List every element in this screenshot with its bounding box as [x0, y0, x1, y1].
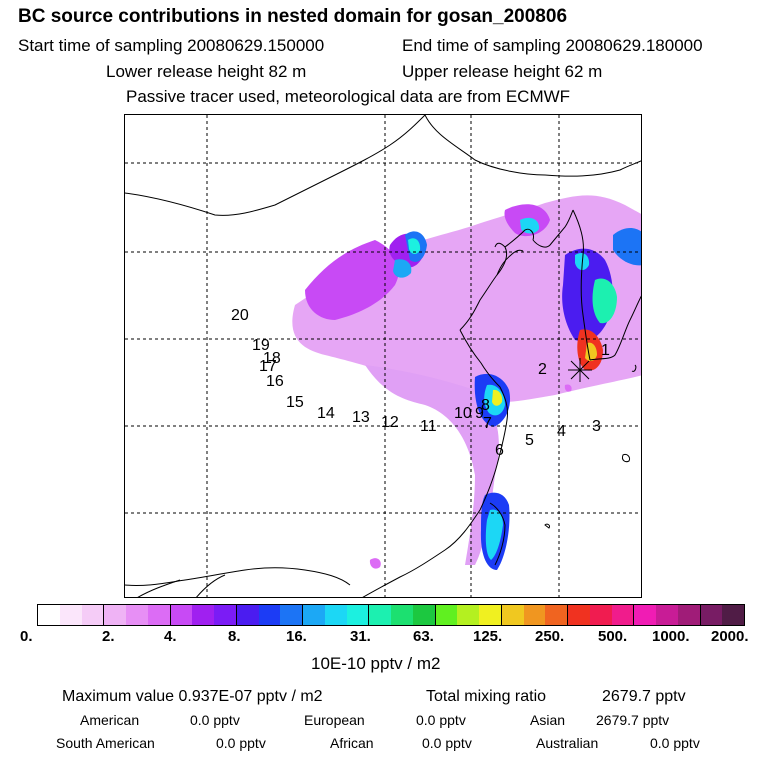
colorbar-tick-3: 8. [228, 628, 241, 645]
european-value: 0.0 pptv [416, 712, 466, 728]
colorbar-swatch [59, 605, 82, 625]
american-value: 0.0 pptv [190, 712, 240, 728]
trajectory-label-5: 5 [525, 432, 534, 449]
colorbar-swatch [126, 605, 148, 625]
colorbar-swatch [457, 605, 479, 625]
upper-release-height: Upper release height 62 m [402, 62, 603, 81]
lower-release-height: Lower release height 82 m [106, 62, 307, 81]
trajectory-label-4: 4 [557, 423, 566, 440]
colorbar-swatch [589, 605, 612, 625]
trajectory-label-6: 6 [495, 442, 504, 459]
colorbar-swatch [677, 605, 701, 625]
african-value: 0.0 pptv [422, 735, 472, 751]
trajectory-label-12: 12 [381, 414, 399, 431]
trajectory-label-3: 3 [592, 418, 601, 435]
concentration-field [292, 195, 641, 570]
colorbar-tick-6: 63. [413, 628, 434, 645]
colorbar-swatch [412, 605, 436, 625]
colorbar-tick-4: 16. [286, 628, 307, 645]
maximum-value: Maximum value 0.937E-07 pptv / m2 [62, 688, 323, 705]
colorbar-swatch [303, 605, 325, 625]
colorbar-swatch [236, 605, 259, 625]
colorbar-swatch [147, 605, 171, 625]
model-note: Passive tracer used, meteorological data… [126, 87, 571, 106]
american-label: American [80, 712, 140, 728]
trajectory-label-14: 14 [317, 405, 335, 422]
colorbar-tick-11: 2000. [711, 628, 749, 645]
trajectory-label-15: 15 [286, 394, 304, 411]
colorbar-swatch [38, 605, 60, 625]
colorbar-swatch [192, 605, 214, 625]
colorbar-swatch [435, 605, 458, 625]
trajectory-label-9: 9 [475, 405, 484, 422]
trajectory-label-19: 19 [252, 337, 270, 354]
african-label: African [330, 735, 374, 751]
colorbar-swatch [369, 605, 391, 625]
star-marker-icon [568, 358, 592, 382]
colorbar-swatch [545, 605, 568, 625]
total-mixing-value: 2679.7 pptv [602, 688, 686, 705]
colorbar-unit: 10E-10 pptv / m2 [311, 654, 441, 673]
colorbar-swatch [170, 605, 193, 625]
colorbar-swatch [104, 605, 126, 625]
trajectory-label-2: 2 [538, 361, 547, 378]
colorbar-tick-9: 500. [598, 628, 628, 645]
colorbar-swatch [214, 605, 237, 625]
trajectory-label-8: 8 [481, 397, 490, 414]
colorbar-swatch [611, 605, 635, 625]
trajectory-label-1: 1 [601, 342, 610, 359]
colorbar-swatch [81, 605, 105, 625]
trajectory-label-10: 10 [454, 405, 472, 422]
trajectory-label-13: 13 [352, 409, 370, 426]
colorbar [37, 604, 745, 626]
trajectory-label-16: 16 [266, 373, 284, 390]
total-mixing-label: Total mixing ratio [426, 688, 547, 705]
colorbar-swatch [656, 605, 678, 625]
map-canvas [125, 115, 641, 597]
end-time: End time of sampling 20080629.180000 [402, 36, 703, 55]
australian-value: 0.0 pptv [650, 735, 700, 751]
colorbar-swatch [634, 605, 656, 625]
colorbar-swatch [722, 605, 744, 625]
asian-value: 2679.7 pptv [596, 712, 670, 728]
colorbar-swatch [346, 605, 370, 625]
colorbar-swatch [700, 605, 723, 625]
colorbar-tick-0: 0. [20, 628, 33, 645]
colorbar-tick-7: 125. [473, 628, 503, 645]
european-label: European [304, 712, 365, 728]
trajectory-label-18: 18 [263, 350, 281, 367]
colorbar-tick-8: 250. [535, 628, 565, 645]
colorbar-swatch [258, 605, 281, 625]
colorbar-tick-1: 2. [102, 628, 115, 645]
colorbar-swatch [391, 605, 413, 625]
colorbar-swatch [568, 605, 590, 625]
colorbar-tick-5: 31. [350, 628, 371, 645]
colorbar-tick-10: 1000. [652, 628, 690, 645]
asian-label: Asian [530, 712, 566, 728]
trajectory-label-7: 7 [483, 415, 492, 432]
colorbar-swatch [523, 605, 546, 625]
map-panel: 1 2 3 4 5 6 7 8 9 10 11 12 13 14 15 16 1… [124, 114, 642, 598]
colorbar-swatch [280, 605, 303, 625]
colorbar-tick-2: 4. [164, 628, 177, 645]
australian-label: Australian [536, 735, 599, 751]
south-american-label: South American [56, 735, 155, 751]
colorbar-swatch [501, 605, 524, 625]
trajectory-label-17: 17 [259, 358, 277, 375]
lat-lon-grid [125, 115, 641, 597]
plot-title: BC source contributions in nested domain… [18, 6, 568, 27]
colorbar-swatch [324, 605, 347, 625]
south-american-value: 0.0 pptv [216, 735, 266, 751]
trajectory-label-11: 11 [420, 418, 437, 435]
colorbar-swatch [479, 605, 502, 625]
trajectory-label-20: 20 [231, 307, 249, 324]
coastlines [125, 115, 641, 597]
start-time: Start time of sampling 20080629.150000 [18, 36, 325, 55]
